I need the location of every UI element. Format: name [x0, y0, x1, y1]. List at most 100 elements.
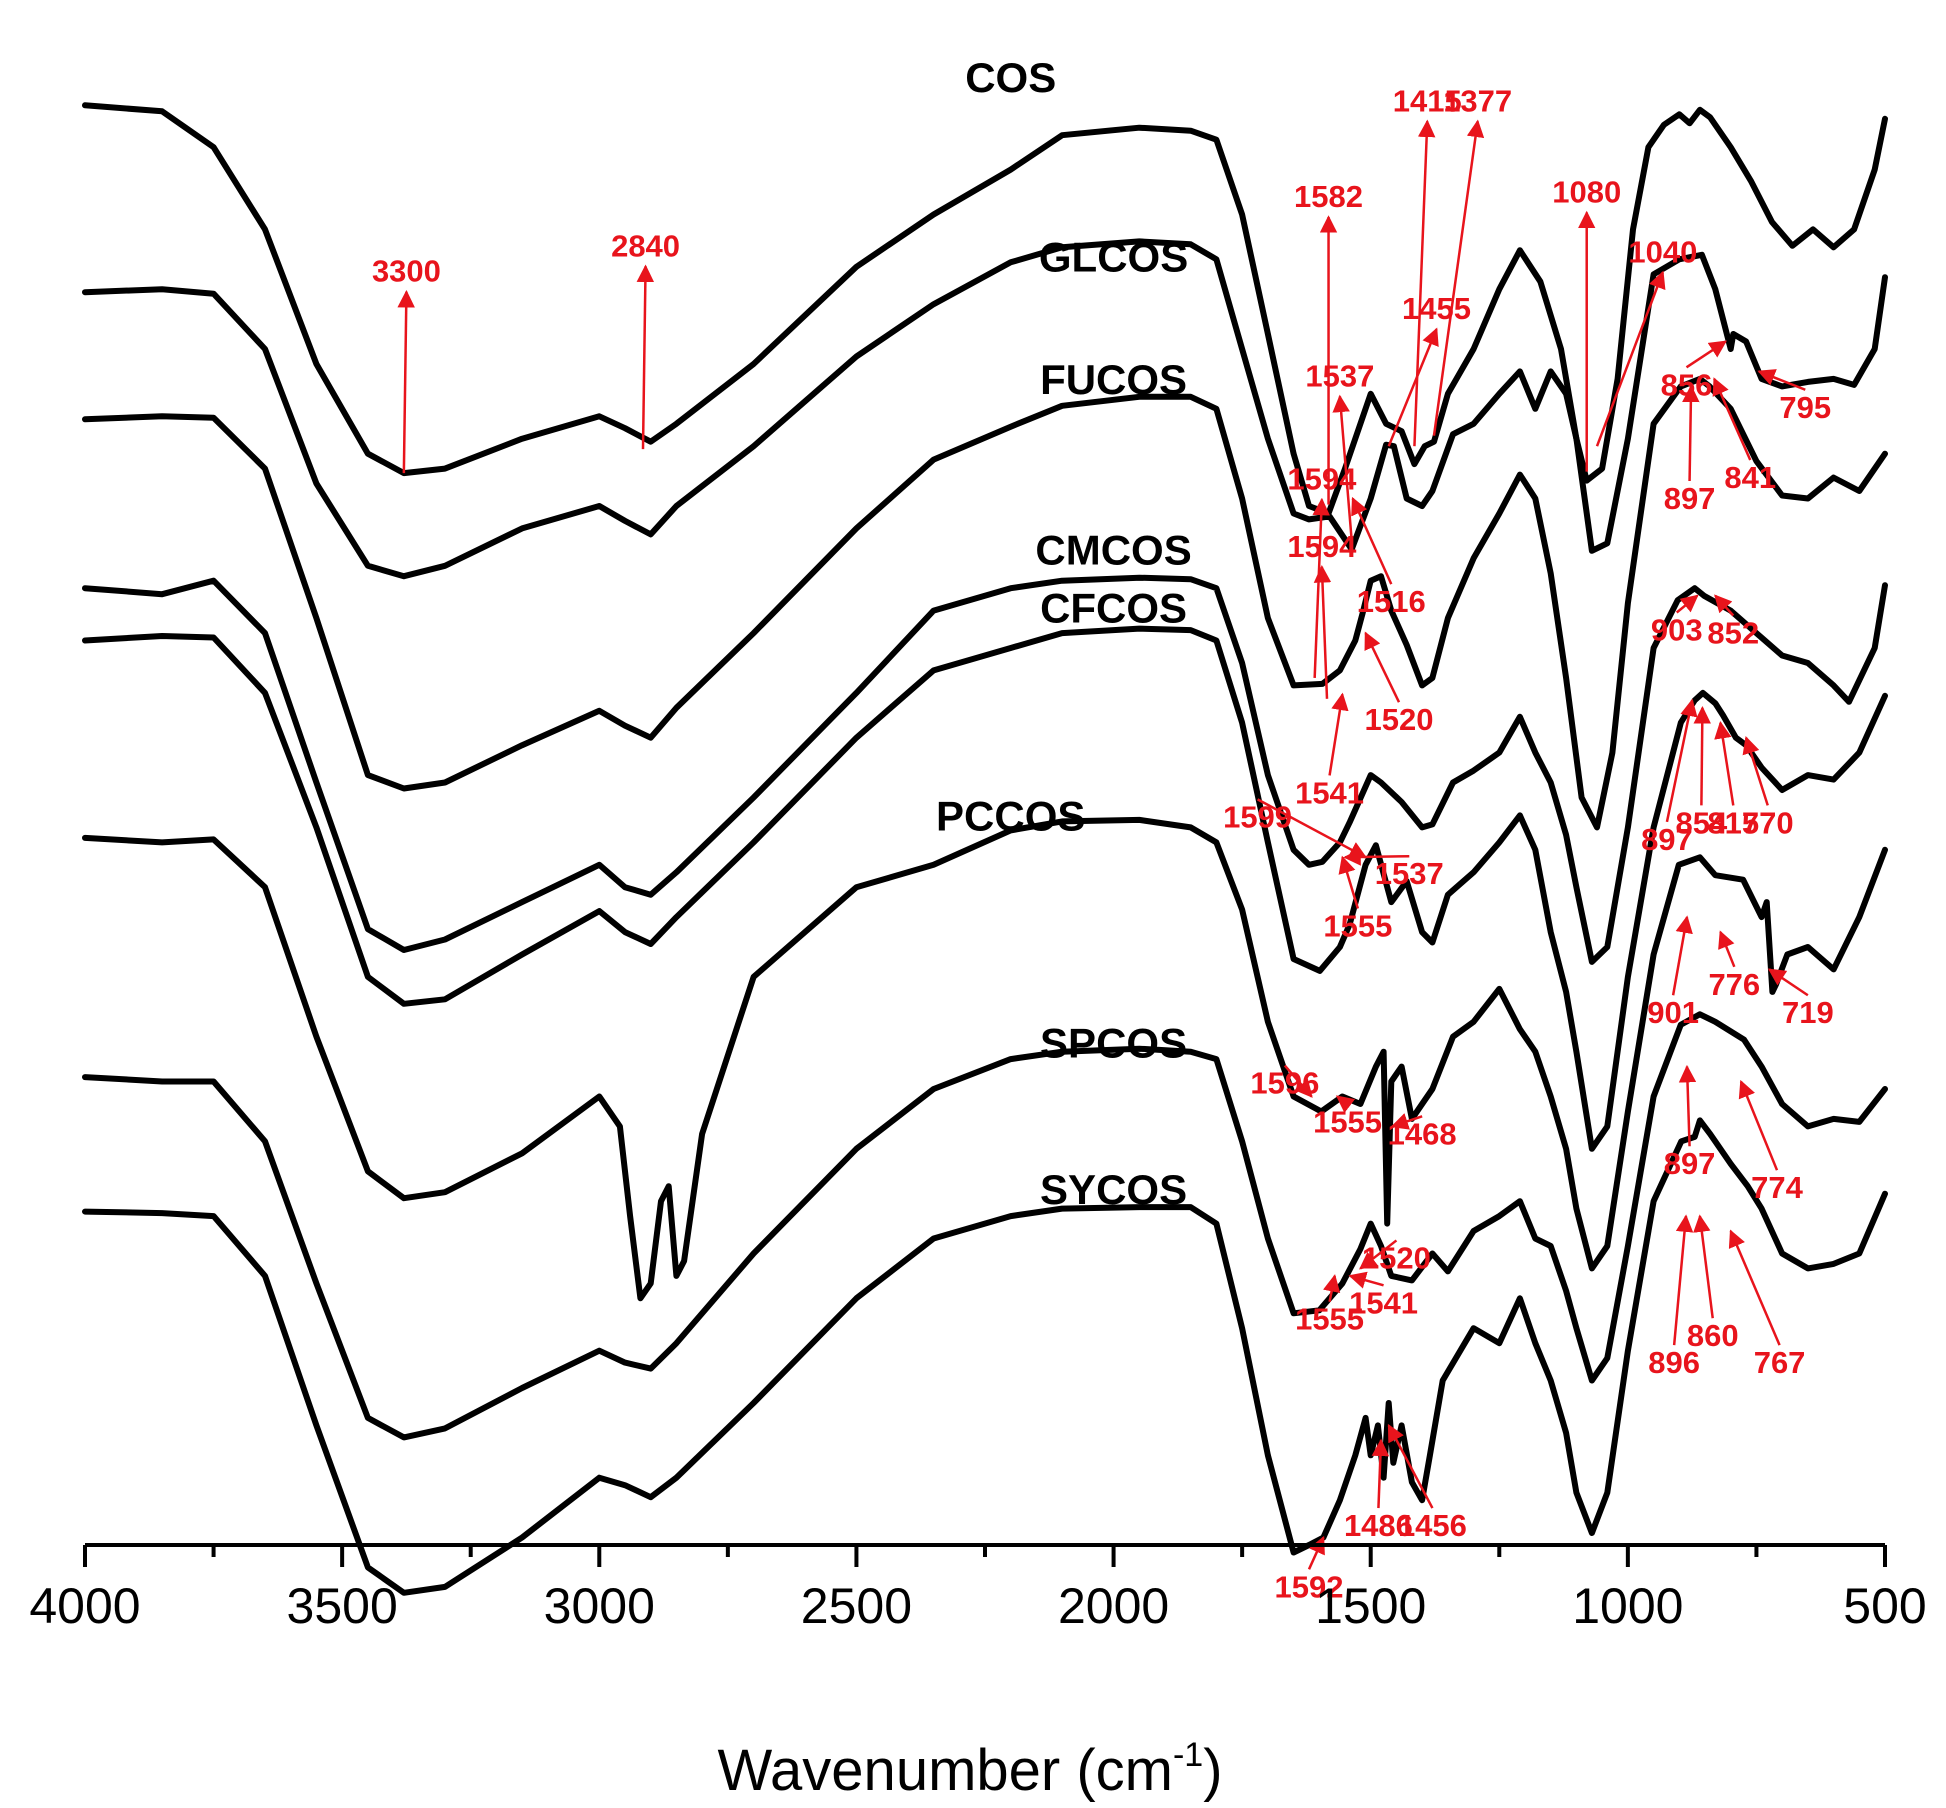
series-label-cos: COS	[965, 54, 1056, 101]
peak-label: 1415	[1393, 83, 1462, 118]
peak-arrow	[1728, 1229, 1781, 1346]
peak-arrow	[1371, 1438, 1390, 1509]
peak-annotation-897: 897	[1664, 1064, 1715, 1181]
peak-annotation-852: 852	[1707, 594, 1759, 651]
peak-arrow	[1712, 377, 1752, 461]
peak-label: 815	[1707, 805, 1759, 840]
peak-label: 1455	[1402, 291, 1471, 326]
peak-label: 860	[1687, 1318, 1739, 1353]
series-label-glcos: GLCOS	[1039, 233, 1188, 280]
peak-label: 1594	[1287, 529, 1357, 564]
peak-arrow	[1348, 1271, 1384, 1289]
peak-arrow	[1313, 565, 1332, 699]
peak-arrow	[1307, 1535, 1325, 1570]
peak-label: 841	[1724, 460, 1776, 495]
peak-annotation-897: 897	[1664, 384, 1715, 516]
peak-arrow	[636, 264, 655, 450]
peak-label: 896	[1648, 1345, 1700, 1380]
peak-label: 1594	[1287, 462, 1357, 497]
peak-arrow	[1718, 930, 1736, 968]
x-tick-label: 1500	[1315, 1578, 1426, 1634]
peak-arrow	[1413, 119, 1436, 447]
peak-label: 719	[1782, 995, 1834, 1030]
peak-label: 1377	[1443, 83, 1512, 118]
peak-annotation-1516: 1516	[1351, 496, 1426, 619]
peak-arrow	[1682, 384, 1700, 481]
peak-annotation-1455: 1455	[1387, 291, 1471, 447]
series-label-cfcos: CFCOS	[1040, 585, 1187, 632]
peak-label: 774	[1751, 1170, 1803, 1205]
peak-arrow	[1432, 119, 1485, 436]
peak-arrow	[1675, 594, 1699, 614]
peak-annotation-3300: 3300	[372, 254, 441, 474]
peak-label: 1555	[1295, 1302, 1364, 1337]
peak-label: 1582	[1294, 179, 1363, 214]
peak-arrow	[1685, 340, 1728, 369]
peak-arrow	[1390, 1113, 1423, 1130]
peak-annotation-1520: 1520	[1359, 1239, 1431, 1275]
peak-label: 1555	[1313, 1104, 1382, 1139]
peak-arrow	[1283, 1064, 1313, 1098]
peak-label: 1592	[1275, 1569, 1344, 1604]
peak-annotation-776: 776	[1708, 930, 1760, 1002]
x-tick-label: 3000	[544, 1578, 655, 1634]
peak-annotation-901: 901	[1647, 915, 1699, 1030]
x-tick-label: 2500	[801, 1578, 912, 1634]
peak-arrow	[1742, 736, 1769, 806]
peak-label: 3300	[372, 254, 441, 289]
peak-arrow	[1757, 369, 1806, 391]
peak-annotation-1040: 1040	[1595, 234, 1697, 447]
peak-label: 1520	[1365, 702, 1434, 737]
peak-annotation-1415: 1415	[1393, 83, 1462, 447]
peak-label: 1516	[1357, 584, 1426, 619]
peak-annotation-1541: 1541	[1295, 692, 1364, 810]
peak-annotation-1537: 1537	[1305, 358, 1374, 541]
peak-arrow	[1387, 1423, 1434, 1509]
peak-arrow	[1738, 1079, 1779, 1171]
peak-annotation-1377: 1377	[1432, 83, 1512, 436]
peak-annotation-896: 896	[1648, 1214, 1700, 1380]
x-axis-title: Wavenumber (cm-1)	[717, 1736, 1222, 1803]
peak-label: 1599	[1223, 799, 1292, 834]
peak-label: 2840	[611, 228, 680, 263]
peak-annotation-1555: 1555	[1295, 1274, 1364, 1337]
peak-label: 1456	[1398, 1508, 1467, 1543]
peak-arrow	[1328, 692, 1349, 776]
peak-arrow	[1338, 855, 1360, 909]
peak-annotation-1468: 1468	[1388, 1113, 1457, 1151]
peak-annotation-1520: 1520	[1364, 631, 1434, 737]
peak-annotation-2840: 2840	[611, 228, 680, 450]
peak-arrow	[1714, 594, 1735, 617]
peak-arrow	[1256, 798, 1368, 859]
peak-annotation-719: 719	[1767, 968, 1834, 1030]
peak-annotation-1596: 1596	[1250, 1064, 1319, 1101]
peak-annotation-1080: 1080	[1552, 174, 1621, 472]
peak-annotation-854: 854	[1676, 706, 1728, 840]
peak-arrow	[1364, 631, 1401, 703]
peak-annotation-1541: 1541	[1348, 1271, 1418, 1320]
peak-annotation-1456: 1456	[1387, 1423, 1467, 1543]
peak-annotation-1555: 1555	[1323, 855, 1392, 944]
peak-annotation-770: 770	[1742, 736, 1794, 840]
peak-arrow	[1335, 1095, 1356, 1114]
series-line-cmcos	[82, 574, 1888, 965]
peak-label: 1486	[1344, 1508, 1413, 1543]
series-label-pccos: PCCOS	[936, 792, 1085, 839]
series-line-cfcos	[82, 625, 1888, 1152]
peak-arrow	[1312, 497, 1330, 678]
x-tick-label: 4000	[29, 1578, 140, 1634]
peak-annotation-1599: 1599	[1223, 798, 1368, 859]
x-tick-label: 2000	[1058, 1578, 1169, 1634]
x-tick-label: 3500	[287, 1578, 398, 1634]
x-axis: 4000 3500 3000 2500 2000 1500 1000 500	[29, 1543, 1927, 1634]
peak-label: 903	[1651, 613, 1703, 648]
peak-annotation-1555: 1555	[1313, 1095, 1382, 1139]
peak-arrow	[1671, 915, 1693, 996]
series-layer: COS GLCOS FUCOS CMCOS CFCOS PCCOS SPCOS SYCOS	[82, 54, 1888, 1596]
peak-label: 1537	[1375, 856, 1444, 891]
peak-annotation-1486: 1486	[1344, 1438, 1413, 1543]
peak-label: 856	[1661, 367, 1713, 402]
peak-arrow	[1387, 327, 1439, 447]
peak-annotation-1592: 1592	[1275, 1535, 1344, 1604]
